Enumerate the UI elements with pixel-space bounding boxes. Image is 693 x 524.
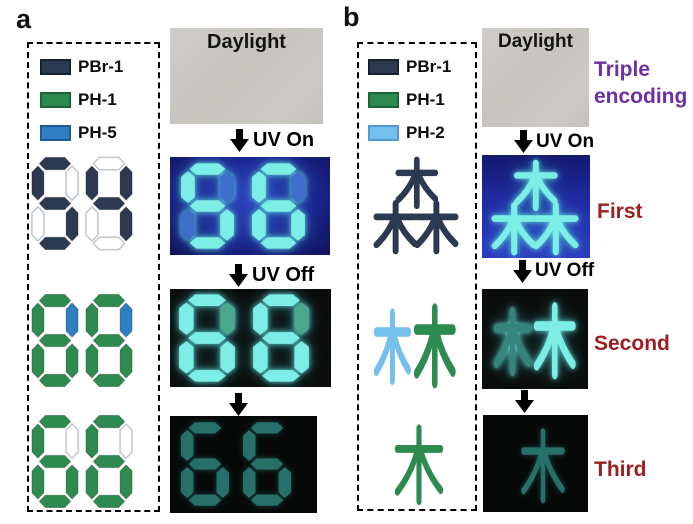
legend-item-label: PBr-1 <box>406 56 452 76</box>
photo-a-daylight: Daylight <box>170 28 323 124</box>
uv-off-label-a: UV Off <box>252 264 315 286</box>
third-label: Third <box>594 458 647 481</box>
photo-a-afterglow <box>170 416 317 513</box>
photo-a-uv-on <box>170 157 330 255</box>
uv-off-arrow-icon-b <box>513 260 532 283</box>
panel-a-label: a <box>16 4 32 34</box>
legend-item-label: PH-1 <box>406 89 445 109</box>
afterglow-arrow-icon-b <box>515 390 534 413</box>
legend-item-label: PH-5 <box>78 122 117 142</box>
uv-on-arrow-icon <box>230 129 249 152</box>
panel-b-legend: PBr-1 PH-1 PH-2 <box>368 50 451 149</box>
legend-item: PH-1 <box>368 83 451 116</box>
uv-on-label-a: UV On <box>253 129 315 151</box>
panel-a-design-box: PBr-1 PH-1 PH-5 <box>27 42 160 512</box>
legend-item: PH-5 <box>40 116 123 149</box>
faint-character-mu <box>517 426 569 504</box>
segment-display-54 <box>31 156 133 251</box>
photo-b-uv-off <box>482 289 588 389</box>
second-label: Second <box>594 332 670 355</box>
legend-item: PBr-1 <box>40 50 123 83</box>
panel-b-label: b <box>343 2 360 32</box>
photo-b-afterglow <box>483 415 588 512</box>
first-label: First <box>597 200 643 223</box>
uv-off-label-b: UV Off <box>535 260 595 281</box>
uv-off-arrow-icon <box>229 264 248 287</box>
color-swatch-ph5 <box>40 124 71 141</box>
segment-display-88 <box>31 293 133 388</box>
panel-a-legend: PBr-1 PH-1 PH-5 <box>40 50 123 149</box>
color-swatch-pbr1 <box>40 58 71 75</box>
faint-display-afterglow <box>180 421 292 507</box>
segment-display-66 <box>31 414 133 509</box>
afterglow-arrow-icon-a <box>229 393 248 416</box>
glowing-character-lin <box>490 301 578 380</box>
color-swatch-ph2 <box>368 124 399 141</box>
photo-a-daylight-label: Daylight <box>207 31 286 53</box>
uv-on-arrow-icon-b <box>514 130 533 153</box>
color-swatch-pbr1 <box>368 58 399 75</box>
uv-on-label-b: UV On <box>536 131 595 152</box>
photo-b-daylight-label: Daylight <box>498 31 573 52</box>
photo-b-daylight: Daylight <box>482 28 589 127</box>
photo-b-uv-on <box>482 155 590 258</box>
glowing-character-sen <box>490 159 580 256</box>
photo-a-uv-off <box>170 289 331 387</box>
legend-item: PH-1 <box>40 83 123 116</box>
panel-b-design-box: PBr-1 PH-1 PH-2 <box>357 42 477 511</box>
glowing-display-uv-on <box>180 162 306 250</box>
legend-item: PH-2 <box>368 116 451 149</box>
glowing-display-uv-off <box>178 293 310 383</box>
triple-encoding-label: Triple encoding <box>594 58 688 108</box>
legend-item: PBr-1 <box>368 50 451 83</box>
character-sen-design <box>372 156 460 255</box>
color-swatch-ph1 <box>368 91 399 108</box>
legend-item-label: PBr-1 <box>78 56 124 76</box>
color-swatch-ph1 <box>40 91 71 108</box>
character-mu-design <box>390 422 448 506</box>
legend-item-label: PH-1 <box>78 89 117 109</box>
character-lin-design <box>370 302 458 389</box>
legend-item-label: PH-2 <box>406 122 445 142</box>
